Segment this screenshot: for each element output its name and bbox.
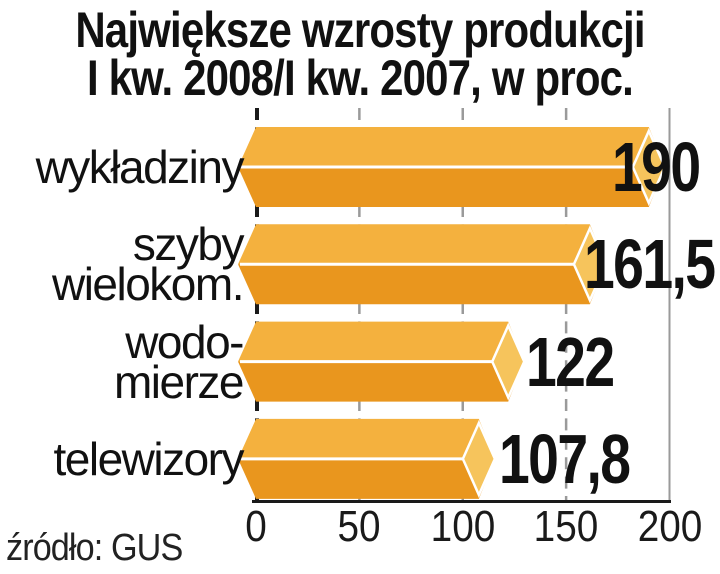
bar-top-face xyxy=(238,224,606,265)
value-label: 122 xyxy=(526,322,615,401)
x-tick-label: 150 xyxy=(533,502,599,551)
bar-bottom-face xyxy=(238,361,525,402)
chart-title: Największe wzrosty produkcji I kw. 2008/… xyxy=(58,2,663,106)
source-label: źródło: GUS xyxy=(6,527,183,569)
bar-bottom-face xyxy=(238,264,606,305)
bar-top-face xyxy=(238,418,495,459)
category-label: wodo- mierze xyxy=(113,315,245,408)
bar-top-face xyxy=(238,127,665,167)
chart-title-line1: Największe wzrosty produkcji xyxy=(75,2,645,58)
category-label: szyby wielokom. xyxy=(51,218,245,311)
category-label: telewizory xyxy=(53,432,244,485)
value-label: 190 xyxy=(612,128,701,206)
bar-top-face xyxy=(238,321,525,362)
x-tick-label: 100 xyxy=(430,502,496,551)
value-label: 107,8 xyxy=(499,419,631,498)
x-tick-label: 50 xyxy=(337,502,381,551)
bar-end-cap xyxy=(631,127,667,207)
x-tick-label: 0 xyxy=(245,502,267,551)
bar-end-cap xyxy=(461,419,497,498)
bar-bottom-face xyxy=(238,458,495,499)
x-tick-label: 200 xyxy=(637,502,702,551)
bar-bottom-face xyxy=(238,167,665,207)
chart-title-line2: I kw. 2008/I kw. 2007, w proc. xyxy=(87,50,634,106)
value-label: 161,5 xyxy=(584,225,716,304)
bar-end-cap xyxy=(572,225,608,304)
bar-end-cap xyxy=(490,322,526,401)
category-label: wykładziny xyxy=(35,141,245,193)
